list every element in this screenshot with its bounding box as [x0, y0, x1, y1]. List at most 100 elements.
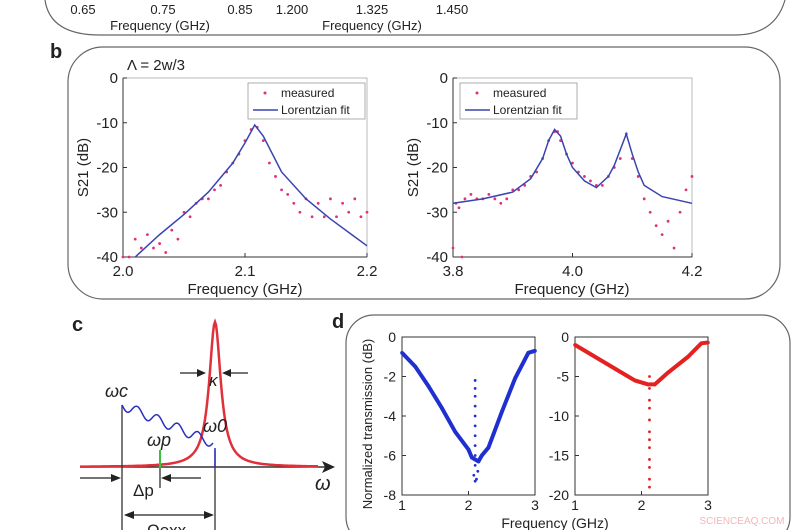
data-point	[593, 354, 597, 359]
data-point	[486, 445, 491, 450]
data-point	[513, 376, 517, 381]
data-point	[473, 404, 477, 408]
fit-line	[134, 123, 368, 258]
data-point	[133, 237, 137, 241]
data-point	[274, 175, 277, 178]
y-tick-label: -10	[426, 115, 448, 132]
data-point	[316, 201, 320, 205]
data-point	[660, 233, 664, 237]
chart-d-left: 1 2 3 0 -2 -4 -6 -8 Frequency (GHz) Normalized tr…	[360, 329, 609, 530]
panel-a-tick: 1.325	[356, 2, 389, 17]
data-point	[460, 255, 464, 259]
data-point	[636, 175, 640, 178]
data-point	[706, 340, 710, 345]
data-point	[686, 354, 690, 359]
panel-label-b: b	[50, 41, 62, 63]
data-point	[329, 197, 332, 201]
panel-b-frame	[67, 46, 781, 300]
delta-arrowhead-left	[111, 474, 121, 482]
data-point	[359, 215, 363, 219]
data-point	[335, 215, 338, 219]
y-tick-label: -6	[384, 448, 397, 464]
omega-exx-arrowhead-right	[204, 511, 214, 519]
watermark: SCIENCEAQ.COM	[699, 516, 784, 527]
y-tick-label: -30	[426, 204, 448, 221]
data-point	[476, 469, 480, 473]
series-measured	[121, 125, 369, 259]
panel-label-c: c	[72, 314, 83, 336]
panel-a-tick: 0.85	[227, 2, 252, 17]
y-tick-label: -20	[549, 487, 569, 503]
plot-frame	[574, 336, 709, 496]
panel-a-tick: 0.65	[70, 2, 95, 17]
data-point	[648, 398, 651, 402]
series-s1	[472, 379, 480, 483]
legend-marker-measured	[475, 91, 479, 95]
data-point	[152, 246, 155, 250]
data-point	[453, 430, 458, 434]
y-tick-label: -10	[549, 408, 569, 424]
data-point	[473, 434, 477, 438]
data-point	[648, 418, 651, 422]
legend: measured Lorentzian fit	[247, 82, 366, 120]
y-tick-label: -4	[384, 408, 397, 424]
x-axis-label: Frequency (GHz)	[514, 281, 629, 298]
panel-c-diagram: ωc ωp ω0 κ Δp ω Ωexx	[80, 318, 335, 530]
data-point	[473, 454, 477, 457]
data-point	[475, 477, 478, 481]
data-point	[648, 485, 651, 489]
data-band	[400, 348, 536, 464]
data-point	[188, 215, 192, 219]
data-point	[499, 410, 504, 414]
panel-b-annotation: Λ = 2w/3	[127, 57, 185, 74]
panel-a-axis-labels: 0.65 0.75 0.85 1.200 1.325 1.450 Frequen…	[70, 2, 468, 33]
data-point	[164, 251, 168, 254]
data-point	[487, 192, 491, 196]
y-tick-label: -5	[557, 369, 570, 385]
data-point	[158, 242, 162, 245]
legend-entry: Lorentzian fit	[281, 103, 350, 117]
data-point	[571, 161, 574, 165]
y-tick-label: -40	[96, 249, 118, 266]
panel-label-d: d	[332, 311, 344, 333]
kappa-arrowhead-left	[197, 369, 206, 377]
y-tick-label: 0	[110, 70, 118, 87]
label-omega-0: ω0	[203, 416, 227, 436]
series-s0	[573, 340, 710, 387]
data-point	[268, 161, 271, 165]
y-tick-label: -2	[384, 369, 397, 385]
x-tick-label: 2	[638, 497, 646, 513]
kappa-arrowhead-right	[222, 369, 231, 377]
y-tick-label: 0	[388, 329, 396, 345]
x-tick-label: 1	[571, 497, 579, 513]
data-point	[440, 406, 444, 410]
data-point	[347, 210, 351, 214]
legend-box	[247, 82, 366, 120]
label-omega-p: ωp	[147, 430, 171, 450]
legend-entry: measured	[281, 86, 334, 100]
data-point	[473, 386, 477, 390]
data-point	[413, 364, 418, 369]
data-point	[499, 201, 503, 205]
data-point	[648, 477, 651, 481]
label-omega-c: ωc	[105, 381, 128, 401]
data-point	[648, 375, 651, 378]
legend-box	[459, 82, 578, 120]
data-point	[473, 479, 477, 483]
data-point	[690, 175, 694, 178]
y-tick-label: -40	[426, 249, 448, 266]
data-point	[298, 210, 302, 214]
legend-entry: measured	[493, 86, 546, 100]
data-point	[618, 157, 622, 160]
label-omega-axis: ω	[315, 473, 331, 495]
label-kappa: κ	[209, 371, 219, 390]
omega-exx-arrowhead-left	[124, 511, 134, 519]
data-point	[292, 201, 296, 205]
data-point	[472, 473, 476, 477]
data-point	[480, 453, 484, 458]
x-tick-label: 1	[398, 497, 406, 513]
data-point	[600, 184, 604, 187]
data-point	[219, 184, 223, 187]
